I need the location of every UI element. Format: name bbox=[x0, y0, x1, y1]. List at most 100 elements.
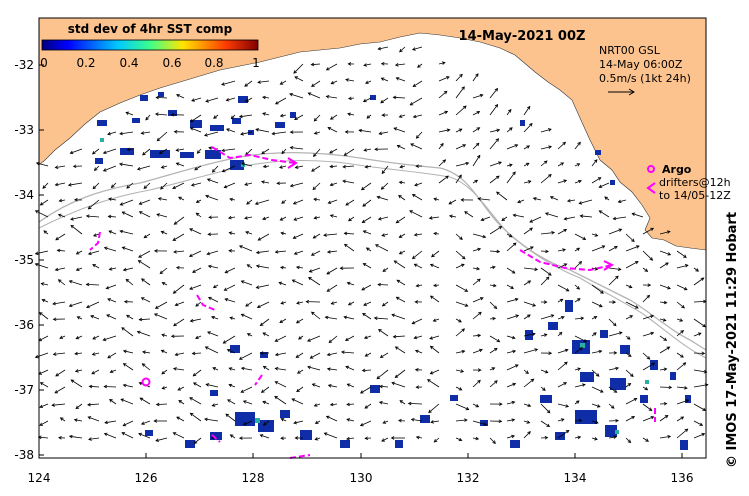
current-arrow-head bbox=[172, 432, 177, 436]
current-arrow bbox=[591, 267, 598, 270]
current-arrow-head bbox=[527, 105, 531, 110]
current-arrow bbox=[574, 233, 586, 240]
current-arrow-head bbox=[543, 160, 548, 164]
current-arrow-head bbox=[358, 128, 363, 133]
current-arrow bbox=[106, 314, 117, 320]
current-arrow-head bbox=[685, 399, 690, 403]
current-arrow bbox=[506, 350, 516, 354]
current-arrow bbox=[76, 250, 83, 255]
current-arrow bbox=[455, 350, 465, 354]
current-arrow bbox=[60, 417, 66, 422]
current-arrow-head bbox=[138, 254, 142, 258]
current-arrow-head bbox=[246, 333, 251, 337]
current-arrow bbox=[379, 385, 389, 388]
current-arrow bbox=[161, 350, 168, 354]
current-arrow-head bbox=[576, 163, 581, 167]
current-arrow bbox=[506, 401, 515, 405]
current-arrow bbox=[40, 382, 49, 388]
current-arrow-head bbox=[196, 150, 201, 154]
current-arrow-head bbox=[102, 337, 107, 342]
colorbar-label: std dev of 4hr SST comp bbox=[68, 22, 233, 36]
current-arrow-head bbox=[92, 264, 96, 268]
current-arrow bbox=[380, 97, 389, 104]
current-arrow-head bbox=[139, 397, 144, 401]
current-arrow bbox=[464, 211, 474, 218]
current-arrow-head bbox=[429, 263, 434, 268]
current-arrow-head bbox=[323, 233, 327, 237]
current-arrow-head bbox=[380, 77, 385, 81]
current-arrow-head bbox=[75, 335, 80, 340]
current-arrow-head bbox=[664, 415, 669, 419]
current-arrow bbox=[90, 315, 100, 320]
current-arrow-head bbox=[680, 330, 685, 334]
current-arrow bbox=[275, 381, 287, 388]
current-arrow-head bbox=[634, 305, 639, 309]
current-arrow bbox=[263, 420, 270, 426]
current-arrow bbox=[363, 63, 372, 66]
current-arrow bbox=[382, 301, 389, 307]
current-arrow bbox=[92, 352, 100, 355]
current-arrow-head bbox=[695, 268, 700, 272]
current-arrow bbox=[608, 267, 621, 270]
current-arrow bbox=[363, 301, 372, 306]
current-arrow-head bbox=[208, 146, 212, 150]
current-arrow-head bbox=[365, 247, 370, 251]
current-arrow bbox=[391, 314, 406, 320]
current-arrow bbox=[138, 433, 151, 439]
current-arrow bbox=[382, 420, 389, 424]
current-arrow bbox=[659, 231, 670, 235]
current-arrow bbox=[120, 230, 134, 235]
current-arrow-head bbox=[394, 346, 399, 350]
current-arrow bbox=[693, 369, 707, 373]
current-arrow bbox=[455, 437, 462, 441]
current-arrow-head bbox=[407, 401, 412, 406]
current-arrow bbox=[693, 267, 699, 272]
current-arrow bbox=[161, 165, 168, 168]
current-arrow-head bbox=[362, 98, 367, 103]
current-arrow-head bbox=[240, 313, 245, 317]
current-arrow bbox=[574, 142, 581, 150]
current-arrow bbox=[314, 131, 321, 134]
current-arrow bbox=[123, 350, 134, 354]
current-arrow-head bbox=[122, 363, 127, 367]
current-arrow bbox=[523, 348, 538, 354]
current-arrow bbox=[574, 384, 586, 388]
current-arrow-head bbox=[701, 432, 706, 437]
current-arrow-head bbox=[120, 398, 125, 402]
current-arrow bbox=[557, 403, 569, 407]
current-arrow-head bbox=[600, 290, 604, 294]
current-arrow bbox=[92, 335, 100, 340]
current-arrow bbox=[659, 250, 671, 256]
current-arrow bbox=[330, 114, 338, 120]
current-arrow-head bbox=[343, 243, 348, 248]
current-arrow-head bbox=[377, 217, 382, 221]
current-arrow-head bbox=[575, 400, 580, 404]
current-arrow-head bbox=[74, 351, 78, 356]
current-arrow-head bbox=[697, 332, 702, 336]
current-arrow-head bbox=[667, 435, 672, 439]
current-arrow bbox=[659, 386, 672, 388]
current-arrow bbox=[693, 420, 703, 426]
current-arrow-head bbox=[475, 403, 480, 408]
current-arrow-head bbox=[446, 128, 451, 133]
current-arrow-head bbox=[143, 234, 148, 239]
current-arrow bbox=[399, 181, 406, 184]
current-arrow bbox=[659, 318, 666, 321]
current-arrow bbox=[379, 131, 389, 135]
current-arrow-head bbox=[238, 356, 243, 360]
current-arrow-head bbox=[440, 142, 444, 147]
current-arrow-head bbox=[511, 335, 516, 340]
current-arrow-head bbox=[509, 163, 513, 167]
current-arrow bbox=[313, 148, 321, 157]
current-arrow bbox=[364, 403, 372, 409]
current-arrow-head bbox=[479, 348, 483, 353]
current-arrow bbox=[75, 403, 83, 409]
current-arrow-head bbox=[244, 83, 248, 87]
current-arrow bbox=[557, 263, 567, 269]
current-arrow-head bbox=[174, 302, 179, 307]
current-arrow-head bbox=[190, 183, 195, 187]
current-arrow bbox=[625, 383, 631, 388]
current-arrow-head bbox=[612, 300, 617, 304]
current-arrow-head bbox=[496, 249, 501, 254]
current-arrow bbox=[35, 352, 49, 358]
